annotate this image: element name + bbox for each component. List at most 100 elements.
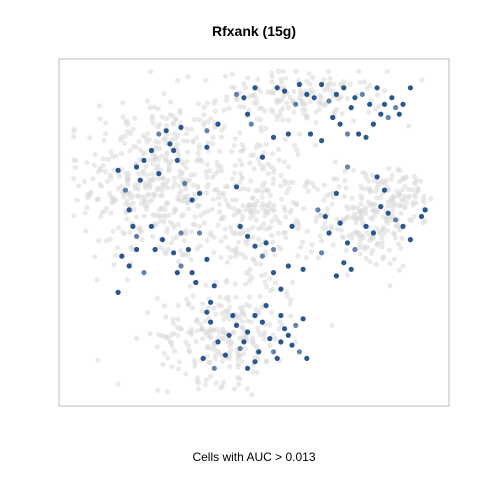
- background-point: [402, 193, 408, 199]
- highlighted-point: [330, 114, 336, 121]
- background-point: [269, 218, 275, 224]
- background-point: [210, 196, 216, 202]
- highlighted-point: [159, 237, 166, 243]
- highlighted-point: [252, 312, 258, 319]
- background-point: [173, 117, 179, 123]
- background-point: [379, 239, 385, 245]
- highlighted-point: [370, 121, 376, 127]
- background-point: [384, 68, 390, 75]
- background-point: [255, 76, 261, 82]
- background-point: [131, 206, 137, 212]
- background-point: [211, 346, 217, 353]
- background-point: [277, 220, 283, 226]
- background-point: [216, 334, 222, 341]
- background-point: [212, 108, 218, 114]
- background-point: [246, 294, 252, 300]
- background-point: [385, 203, 391, 209]
- background-point: [177, 120, 183, 126]
- background-point: [159, 333, 165, 339]
- highlighted-point: [315, 207, 321, 213]
- highlighted-point: [333, 273, 339, 279]
- highlighted-point: [182, 180, 188, 187]
- highlighted-point: [245, 329, 251, 335]
- background-point: [195, 156, 202, 162]
- background-point: [140, 150, 146, 156]
- highlighted-point: [393, 105, 399, 111]
- background-point: [234, 97, 240, 103]
- background-point: [92, 254, 98, 260]
- background-point: [183, 371, 189, 377]
- background-point: [220, 192, 226, 198]
- background-point: [185, 138, 191, 144]
- background-point: [393, 235, 399, 241]
- background-point: [226, 298, 232, 304]
- background-point: [313, 218, 319, 224]
- background-point: [178, 188, 184, 194]
- chart-title: Rfxank (15g): [212, 23, 296, 39]
- background-point: [176, 183, 182, 189]
- background-point: [87, 135, 93, 141]
- background-point: [227, 304, 233, 310]
- highlighted-point: [245, 111, 251, 117]
- background-point: [284, 100, 290, 106]
- background-point: [161, 303, 168, 309]
- background-point: [163, 158, 169, 164]
- background-point: [136, 138, 142, 145]
- highlighted-point: [119, 253, 125, 259]
- background-point: [246, 107, 252, 113]
- background-point: [143, 163, 149, 169]
- background-point: [330, 242, 336, 248]
- background-point: [210, 134, 216, 141]
- background-point: [100, 156, 106, 162]
- background-point: [302, 101, 308, 107]
- background-point: [74, 197, 80, 203]
- highlighted-point: [163, 128, 169, 134]
- background-point: [380, 230, 387, 236]
- background-point: [374, 242, 380, 248]
- highlighted-point: [293, 101, 299, 107]
- background-point: [328, 225, 335, 232]
- background-point: [207, 327, 213, 333]
- background-point: [239, 216, 245, 222]
- background-point: [164, 116, 170, 122]
- background-point: [288, 297, 294, 303]
- background-point: [220, 379, 226, 385]
- background-point: [332, 159, 338, 165]
- background-point: [270, 151, 276, 157]
- highlighted-point: [215, 339, 221, 345]
- background-point: [288, 313, 294, 319]
- background-point: [234, 351, 240, 357]
- background-point: [231, 205, 237, 212]
- background-point: [135, 186, 141, 192]
- background-point: [274, 116, 280, 123]
- background-point: [228, 224, 234, 230]
- background-point: [404, 200, 410, 206]
- background-point: [322, 87, 328, 93]
- background-point: [73, 157, 79, 163]
- background-point: [83, 228, 89, 234]
- highlighted-point: [407, 237, 413, 243]
- background-point: [202, 382, 208, 388]
- background-point: [325, 206, 331, 212]
- highlighted-point: [285, 263, 291, 269]
- background-point: [258, 124, 264, 130]
- background-point: [103, 131, 109, 137]
- background-point: [186, 348, 192, 354]
- background-point: [261, 150, 267, 156]
- background-point: [259, 273, 265, 279]
- highlighted-point: [252, 243, 258, 249]
- highlighted-point: [278, 339, 284, 345]
- highlighted-point: [348, 105, 354, 111]
- background-point: [310, 75, 316, 81]
- background-point: [260, 163, 266, 169]
- background-point: [402, 183, 408, 189]
- background-point: [247, 215, 253, 221]
- background-point: [127, 148, 133, 154]
- background-point: [128, 244, 134, 250]
- background-point: [341, 194, 348, 200]
- background-point: [227, 363, 233, 370]
- background-point: [161, 350, 167, 356]
- background-point: [155, 387, 161, 393]
- background-point: [217, 209, 223, 215]
- background-point: [124, 118, 130, 124]
